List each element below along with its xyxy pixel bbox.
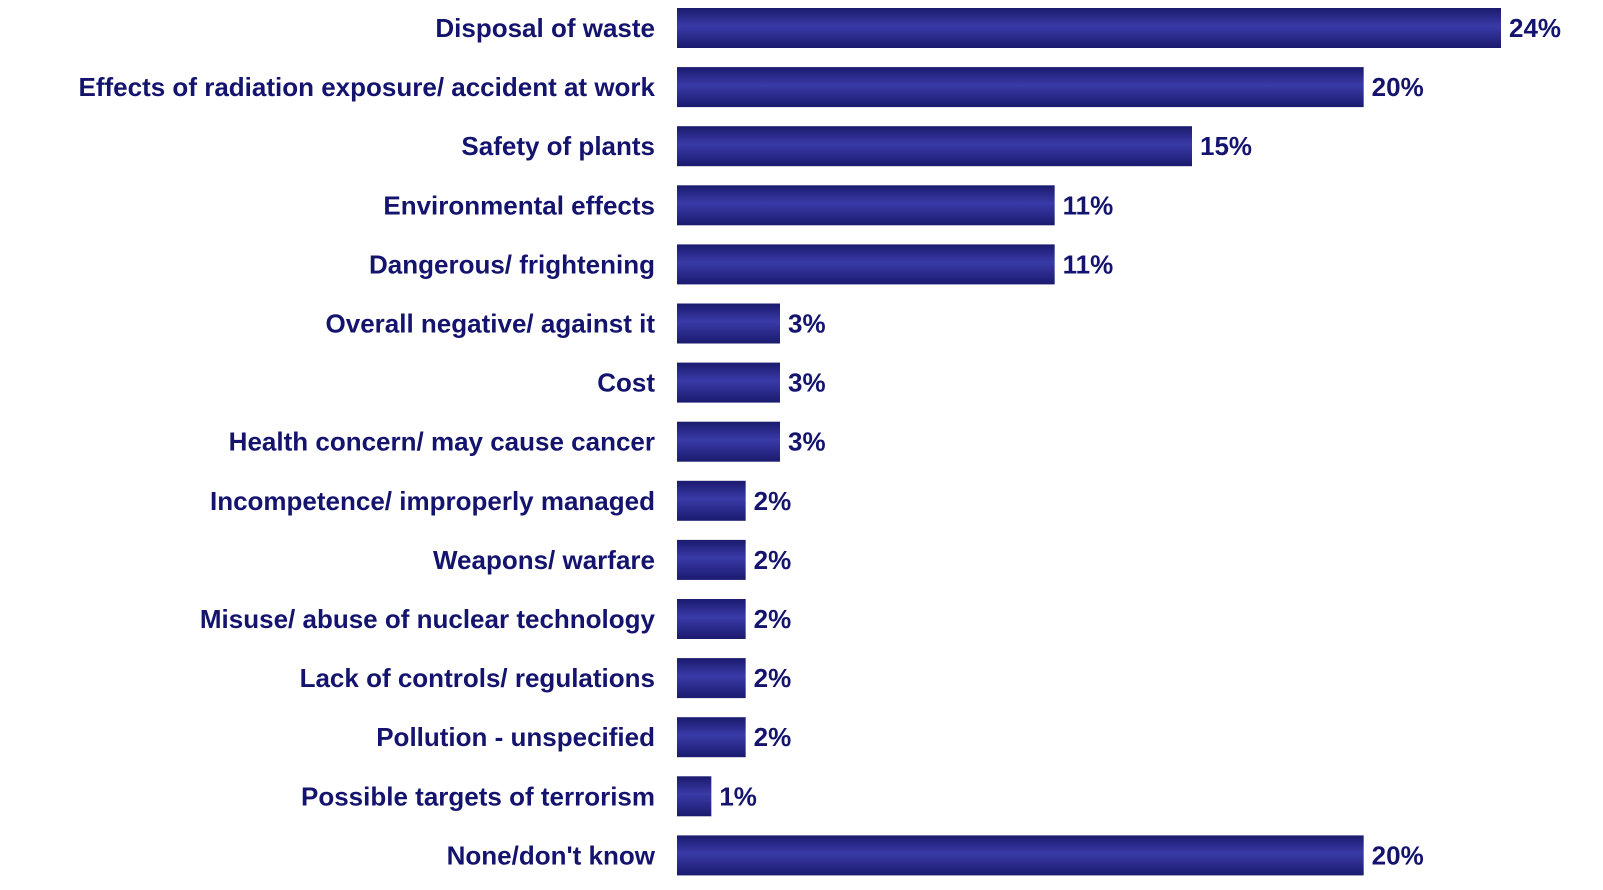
category-label: Health concern/ may cause cancer — [229, 427, 655, 457]
category-label: Dangerous/ frightening — [369, 249, 655, 279]
bar — [677, 67, 1364, 108]
value-label: 3% — [788, 427, 826, 457]
value-label: 1% — [719, 781, 757, 811]
value-label: 3% — [788, 368, 826, 398]
value-label: 2% — [754, 486, 792, 516]
bar — [677, 835, 1364, 876]
value-labels: 24% 20% 15% 11% 11% 3% 3% 3% 2% 2% 2% 2% 2% 1% 20% — [719, 13, 1561, 870]
category-label: Weapons/ warfare — [433, 545, 655, 575]
value-label: 11% — [1063, 249, 1114, 279]
category-labels: Disposal of waste Effects of radiation ex… — [79, 13, 656, 870]
category-label: Environmental effects — [383, 190, 655, 220]
category-label: Pollution - unspecified — [376, 722, 655, 752]
bar — [677, 599, 746, 639]
bar — [677, 421, 780, 462]
value-label: 2% — [754, 722, 792, 752]
category-label: Safety of plants — [461, 131, 655, 161]
bar — [677, 480, 746, 521]
bar — [677, 303, 780, 344]
category-label: Cost — [597, 368, 655, 398]
category-label: None/don't know — [447, 840, 656, 870]
bars-layer — [677, 8, 1501, 876]
bar — [677, 244, 1055, 285]
bar — [677, 717, 746, 758]
value-label: 20% — [1372, 840, 1424, 870]
value-label: 20% — [1372, 72, 1424, 102]
bar — [677, 362, 780, 403]
bar — [677, 658, 746, 699]
value-label: 15% — [1200, 131, 1252, 161]
value-label: 2% — [754, 663, 792, 693]
category-label: Effects of radiation exposure/ accident … — [79, 72, 656, 102]
value-label: 2% — [754, 545, 792, 575]
category-label: Lack of controls/ regulations — [300, 663, 655, 693]
value-label: 24% — [1509, 13, 1561, 43]
bar — [677, 776, 712, 817]
bar — [677, 8, 1501, 48]
bar — [677, 126, 1192, 167]
category-label: Overall negative/ against it — [326, 309, 656, 339]
category-label: Misuse/ abuse of nuclear technology — [200, 604, 656, 634]
value-label: 2% — [754, 604, 792, 634]
value-label: 11% — [1063, 190, 1114, 220]
category-label: Possible targets of terrorism — [301, 781, 655, 811]
bar — [677, 185, 1055, 226]
bar — [677, 539, 746, 580]
category-label: Disposal of waste — [435, 13, 655, 43]
value-label: 3% — [788, 309, 826, 339]
category-label: Incompetence/ improperly managed — [210, 486, 655, 516]
